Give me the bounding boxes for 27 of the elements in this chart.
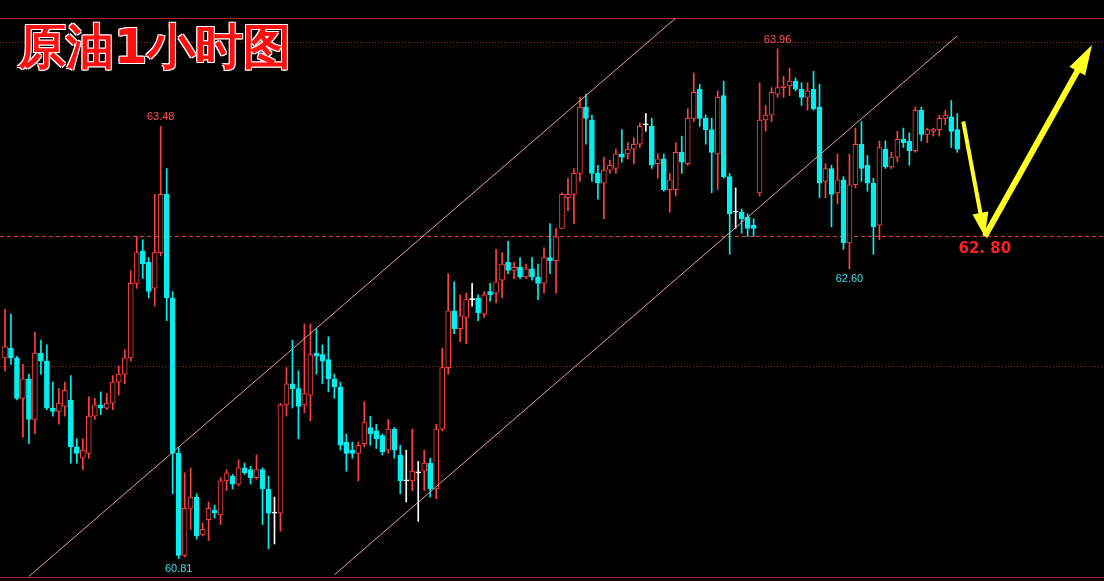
candlestick [97, 391, 104, 415]
candlestick [631, 137, 637, 164]
candlestick [511, 262, 517, 279]
candlestick [547, 223, 553, 275]
candlestick [565, 177, 571, 211]
candlestick [367, 415, 374, 446]
candlestick [415, 461, 422, 522]
candlestick [619, 129, 625, 163]
candlestick [493, 249, 499, 304]
candlestick [642, 113, 649, 132]
candlestick [654, 153, 661, 179]
annotation: 60.81 [164, 561, 193, 575]
annotation: 63.48 [146, 110, 175, 124]
candlestick [50, 381, 56, 417]
candlestick [409, 428, 416, 491]
candlestick [601, 156, 607, 220]
candlestick [403, 449, 410, 503]
candlestick [56, 388, 62, 425]
candlestick [38, 339, 44, 375]
candlestick [535, 263, 541, 300]
chart-title: 原油1小时图 [18, 18, 292, 74]
annotation: 63.96 [763, 32, 792, 46]
candlestick [421, 449, 428, 491]
annotation: 62. 80 [958, 239, 1012, 258]
candlestick [8, 313, 14, 365]
annotation: 62.60 [835, 271, 864, 285]
candlestick [487, 283, 493, 302]
